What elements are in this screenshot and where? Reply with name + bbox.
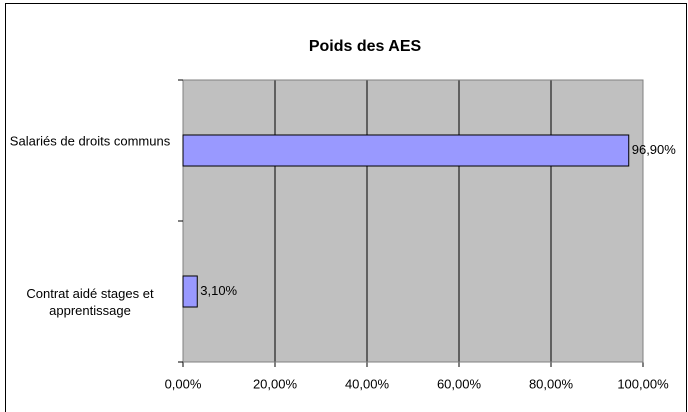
y-tick-label: Salariés de droits communs bbox=[9, 133, 171, 148]
data-label: 3,10% bbox=[200, 283, 237, 298]
x-tick-label: 100,00% bbox=[617, 376, 669, 391]
x-tick-label: 80,00% bbox=[529, 376, 574, 391]
x-tick-label: 0,00% bbox=[165, 376, 202, 391]
x-tick-label: 60,00% bbox=[437, 376, 482, 391]
plot-area bbox=[183, 80, 643, 362]
data-label: 96,90% bbox=[632, 142, 677, 157]
y-tick-label: Contrat aidé stages et apprentissage bbox=[26, 285, 154, 318]
x-tick-label: 40,00% bbox=[345, 376, 390, 391]
x-tick-label: 20,00% bbox=[253, 376, 298, 391]
chart-title: Poids des AES bbox=[309, 38, 422, 55]
bar bbox=[182, 275, 198, 308]
bar bbox=[182, 134, 630, 167]
